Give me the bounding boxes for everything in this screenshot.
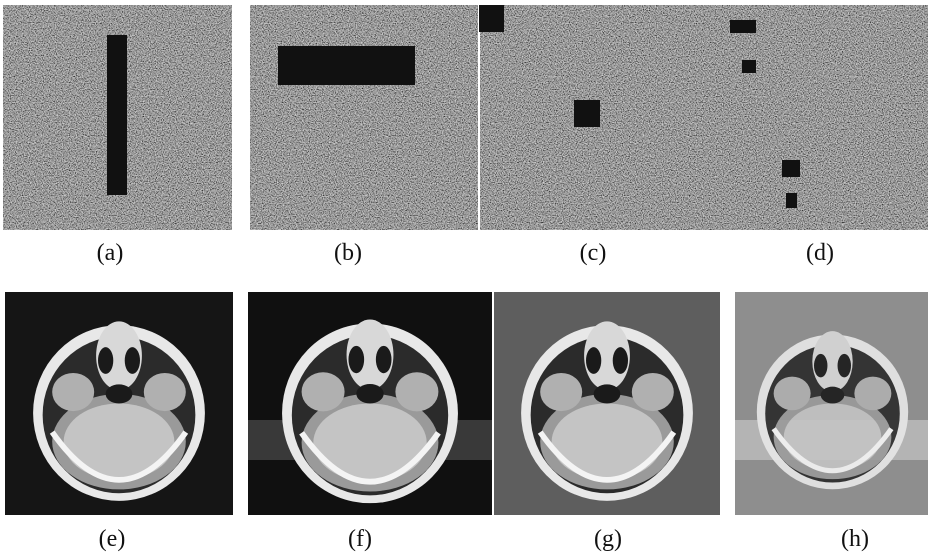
mask-block (574, 100, 600, 127)
brain-panel-h (735, 292, 928, 515)
panel-label: (a) (97, 240, 124, 266)
mask-block (786, 193, 797, 208)
mask-block (107, 35, 127, 195)
panel-label: (c) (580, 240, 607, 266)
brain-panel-e (5, 292, 233, 515)
panel-label: (h) (841, 526, 869, 552)
figure: (a) (b) (c) (d) (e) (f) (g) (h) (0, 0, 928, 555)
panel-label: (d) (806, 240, 834, 266)
panel-label: (b) (334, 240, 362, 266)
mask-block (278, 46, 415, 85)
mask-block (479, 5, 504, 32)
brain-panel-g (494, 292, 720, 515)
panel-label: (f) (348, 526, 372, 552)
mask-block (782, 160, 800, 177)
noise-panel-b (250, 5, 478, 230)
mask-block (730, 20, 756, 33)
panel-label: (g) (594, 526, 622, 552)
noise-panel-cd (480, 5, 928, 230)
brain-panel-f (248, 292, 492, 515)
panel-label: (e) (99, 526, 126, 552)
mask-block (742, 60, 756, 73)
